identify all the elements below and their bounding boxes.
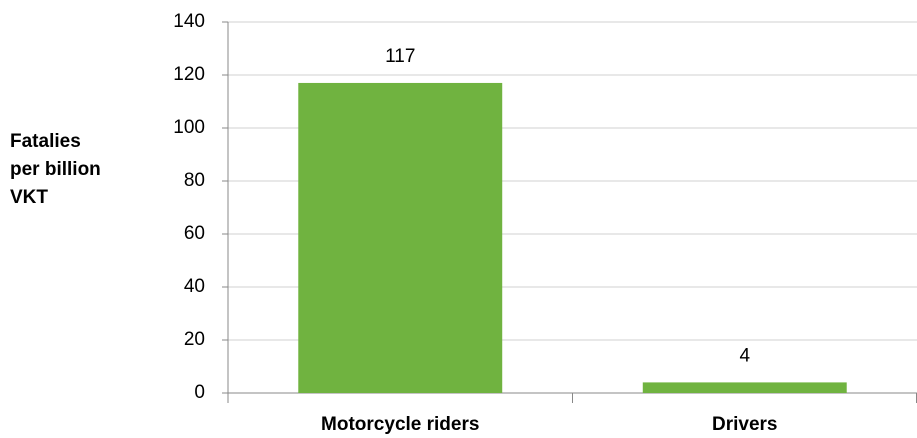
bar (642, 382, 847, 393)
y-axis-label: Fatalies (10, 131, 81, 152)
y-tick-label: 60 (184, 223, 205, 244)
y-tick-label: 100 (173, 117, 205, 138)
data-label: 4 (739, 345, 750, 366)
y-axis-label: per billion (10, 159, 101, 180)
y-tick-label: 120 (173, 64, 205, 85)
bar (298, 82, 503, 393)
y-axis-label: VKT (10, 187, 48, 208)
y-tick-label: 40 (184, 276, 205, 297)
data-label: 117 (385, 46, 415, 67)
y-tick-label: 80 (184, 170, 205, 191)
x-tick-label: Drivers (712, 414, 778, 435)
y-tick-label: 20 (184, 329, 205, 350)
x-tick-label: Motorcycle riders (321, 414, 479, 435)
y-tick-label: 0 (194, 382, 205, 403)
y-tick-label: 140 (173, 11, 205, 32)
